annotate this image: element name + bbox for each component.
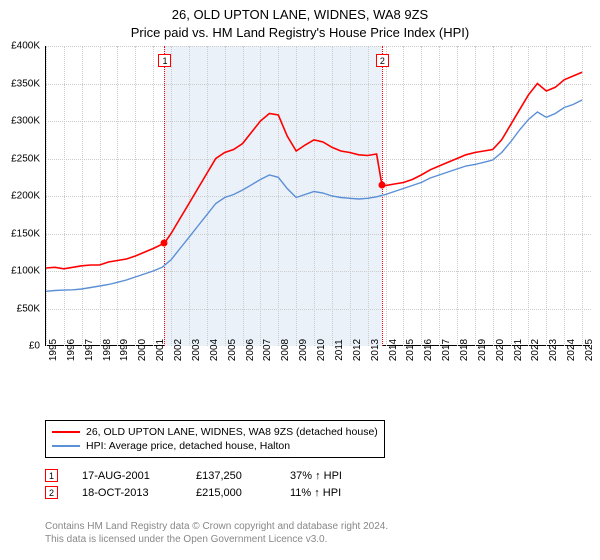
attribution-line-2: This data is licensed under the Open Gov… — [45, 533, 388, 546]
sale-marker-box: 1 — [158, 54, 171, 67]
title-line-2: Price paid vs. HM Land Registry's House … — [0, 24, 600, 42]
legend-row-hpi: HPI: Average price, detached house, Halt… — [52, 439, 378, 453]
plot-region: 12 — [45, 46, 590, 346]
ytick-label: £250K — [0, 153, 40, 164]
ytick-label: £400K — [0, 41, 40, 52]
sale-dot — [378, 181, 385, 188]
attribution-line-1: Contains HM Land Registry data © Crown c… — [45, 520, 388, 533]
ytick-label: £200K — [0, 191, 40, 202]
sales-table: 1 17-AUG-2001 £137,250 37% ↑ HPI 2 18-OC… — [45, 465, 342, 503]
legend-row-price-paid: 26, OLD UPTON LANE, WIDNES, WA8 9ZS (det… — [52, 425, 378, 439]
series-line-hpi — [46, 100, 582, 291]
chart-container: 26, OLD UPTON LANE, WIDNES, WA8 9ZS Pric… — [0, 0, 600, 560]
attribution: Contains HM Land Registry data © Crown c… — [45, 520, 388, 546]
legend-swatch-price-paid — [52, 431, 80, 433]
legend-swatch-hpi — [52, 445, 80, 447]
sales-row-2: 2 18-OCT-2013 £215,000 11% ↑ HPI — [45, 486, 342, 499]
sale-dot — [161, 240, 168, 247]
sales-row-1: 1 17-AUG-2001 £137,250 37% ↑ HPI — [45, 469, 342, 482]
sale-marker-box: 2 — [376, 54, 389, 67]
sale-price-1: £137,250 — [196, 470, 266, 482]
series-line-price_paid — [46, 72, 582, 268]
ytick-label: £300K — [0, 116, 40, 127]
sale-price-2: £215,000 — [196, 487, 266, 499]
ytick-label: £0 — [0, 341, 40, 352]
ytick-label: £150K — [0, 228, 40, 239]
legend-label-price-paid: 26, OLD UPTON LANE, WIDNES, WA8 9ZS (det… — [86, 426, 378, 438]
ytick-label: £100K — [0, 266, 40, 277]
chart-area: 12 1995199619971998199920002001200220032… — [45, 46, 590, 386]
ytick-label: £350K — [0, 78, 40, 89]
ytick-label: £50K — [0, 303, 40, 314]
legend: 26, OLD UPTON LANE, WIDNES, WA8 9ZS (det… — [45, 420, 385, 458]
sale-marker-1: 1 — [45, 469, 58, 482]
sale-delta-2: 11% ↑ HPI — [290, 487, 341, 499]
line-series-svg — [46, 46, 591, 346]
title-line-1: 26, OLD UPTON LANE, WIDNES, WA8 9ZS — [0, 6, 600, 24]
sale-marker-2: 2 — [45, 486, 58, 499]
sale-delta-1: 37% ↑ HPI — [290, 470, 342, 482]
chart-title: 26, OLD UPTON LANE, WIDNES, WA8 9ZS Pric… — [0, 0, 600, 41]
sale-date-1: 17-AUG-2001 — [82, 470, 172, 482]
sale-date-2: 18-OCT-2013 — [82, 487, 172, 499]
legend-label-hpi: HPI: Average price, detached house, Halt… — [86, 440, 290, 452]
